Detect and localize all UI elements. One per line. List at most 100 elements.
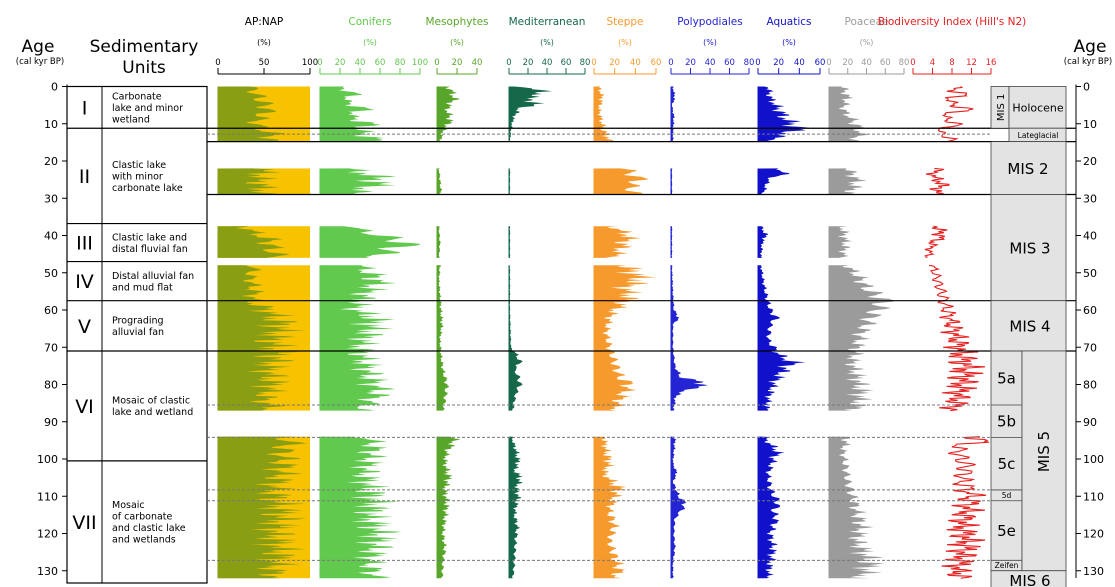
age-tick-label: 130	[37, 565, 58, 578]
unit-numeral: III	[76, 233, 93, 255]
curve-area	[437, 436, 461, 579]
age-tick-label: 60	[1083, 304, 1097, 317]
panel-tick-label: 80	[899, 58, 910, 68]
age-tick-label: 120	[1083, 528, 1104, 541]
panel-tick-label: 50	[259, 58, 270, 68]
panel-unit: (%)	[860, 38, 874, 47]
left-age-axis-title: Age	[22, 37, 55, 57]
mis1-label: MIS 1	[996, 94, 1007, 121]
curve-area	[671, 86, 676, 142]
curve-area	[218, 265, 306, 411]
substage-label-5e: 5e	[997, 522, 1016, 540]
age-tick-label: 10	[1083, 118, 1097, 131]
mis3-label: MIS 3	[1009, 239, 1050, 257]
panel-unit: (%)	[782, 38, 796, 47]
panel-title: Aquatics	[766, 16, 811, 28]
panel-tick-label: 20	[685, 58, 696, 68]
curve-area	[594, 86, 614, 142]
mis5-label: MIS 5	[1035, 431, 1053, 472]
panel-mediterranean: Mediterranean (%) 0 20 40 60 80	[506, 16, 591, 579]
unit-numeral: I	[82, 97, 88, 119]
substage-label-5b: 5b	[997, 413, 1016, 431]
curve-area	[829, 265, 895, 411]
panel-polypodiales: Polypodiales (%) 0 20 40 60 80	[668, 16, 754, 579]
curve-area	[320, 86, 384, 142]
mis6-box	[990, 570, 1067, 587]
curve-area	[758, 226, 769, 258]
substage-label-5a: 5a	[997, 369, 1016, 387]
panel-tick-label: 12	[966, 58, 977, 68]
panel-tick-label: 0	[317, 58, 322, 68]
diversity-line	[929, 264, 986, 412]
mis-stage-column: MIS 1 Holocene Lateglacial MIS 2 MIS 3 MIS 4 M…	[990, 86, 1067, 587]
curve-area	[758, 265, 806, 411]
curve-area	[437, 265, 449, 411]
panel-tick-label: 0	[826, 58, 831, 68]
age-tick-label: 70	[44, 341, 58, 354]
right-age-axis-title: Age	[1074, 37, 1107, 57]
mis2-label: MIS 2	[1007, 160, 1048, 178]
age-tick-label: 30	[1083, 192, 1097, 205]
curve-area	[594, 265, 656, 411]
mis2-box	[990, 141, 1067, 195]
panel-tick-label: 60	[561, 58, 572, 68]
panel-tick-label: 80	[395, 58, 406, 68]
mis3-box	[990, 194, 1067, 302]
panel-tick-label: 0	[434, 58, 439, 68]
mis4-box	[990, 300, 1067, 352]
panel-title: Poaceae	[845, 16, 889, 28]
horizontal-boundary-lines	[207, 127, 1076, 561]
panel-unit: (%)	[363, 38, 377, 47]
panel-tick-label: 60	[880, 58, 891, 68]
panel-unit: (%)	[450, 38, 464, 47]
mis4-label: MIS 4	[1009, 318, 1050, 336]
age-tick-label: 80	[44, 379, 58, 392]
panel-aquatics: Aquatics (%) 0 20 40 60	[755, 16, 826, 579]
panel-title: Biodiversity Index (Hill's N2)	[878, 16, 1027, 28]
age-tick-label: 80	[1083, 379, 1097, 392]
unit-numeral: IV	[75, 271, 94, 293]
panel-tick-label: 8	[949, 58, 954, 68]
age-tick-label: 100	[37, 453, 58, 466]
panel-tick-label: 20	[609, 58, 620, 68]
panel-tick-label: 40	[542, 58, 553, 68]
panel-biodiversity-index-hill-s-n2: Biodiversity Index (Hill's N2) 0 4 8 12 16	[878, 16, 1027, 579]
curve-area	[829, 86, 870, 142]
panel-conifers: Conifers (%) 0 20 40 60 80 100	[317, 16, 428, 579]
age-tick-label: 110	[37, 490, 58, 503]
curve-area	[671, 436, 687, 579]
age-tick-label: 0	[51, 81, 58, 94]
curve-area	[758, 86, 810, 142]
curve-area	[218, 168, 281, 195]
age-tick-label: 60	[44, 304, 58, 317]
panel-tick-label: 0	[755, 58, 760, 68]
panel-tick-label: 80	[580, 58, 591, 68]
panel-title: Polypodiales	[677, 16, 742, 28]
right-age-axis: 0 10 20 30 40 50 60 70 80 90 100 110 120 130	[1075, 81, 1104, 578]
panel-mesophytes: Mesophytes (%) 0 20 40	[426, 16, 489, 579]
right-age-axis-subtitle: (cal kyr BP)	[1064, 57, 1112, 67]
unit-description-line: alluvial fan	[112, 327, 164, 338]
units-frame	[66, 85, 208, 584]
curve-area	[437, 168, 443, 195]
curve-area	[509, 86, 553, 142]
panel-unit: (%)	[257, 38, 271, 47]
curve-area	[218, 436, 307, 579]
panel-tick-label: 0	[215, 58, 220, 68]
unit-numeral: VI	[75, 396, 94, 418]
curve-area	[594, 226, 642, 258]
holocene-label: Holocene	[1012, 101, 1064, 114]
panel-tick-label: 0	[910, 58, 915, 68]
curve-area	[829, 226, 853, 258]
curve-area	[509, 265, 523, 411]
curve-area	[594, 436, 627, 579]
age-tick-label: 90	[1083, 416, 1097, 429]
unit-description-line: Prograding	[112, 316, 164, 327]
unit-description-line: distal fluvial fan	[112, 244, 188, 255]
panel-title: Steppe	[606, 16, 643, 28]
age-tick-label: 10	[44, 118, 58, 131]
panel-tick-label: 20	[842, 58, 853, 68]
panel-tick-label: 60	[815, 58, 826, 68]
